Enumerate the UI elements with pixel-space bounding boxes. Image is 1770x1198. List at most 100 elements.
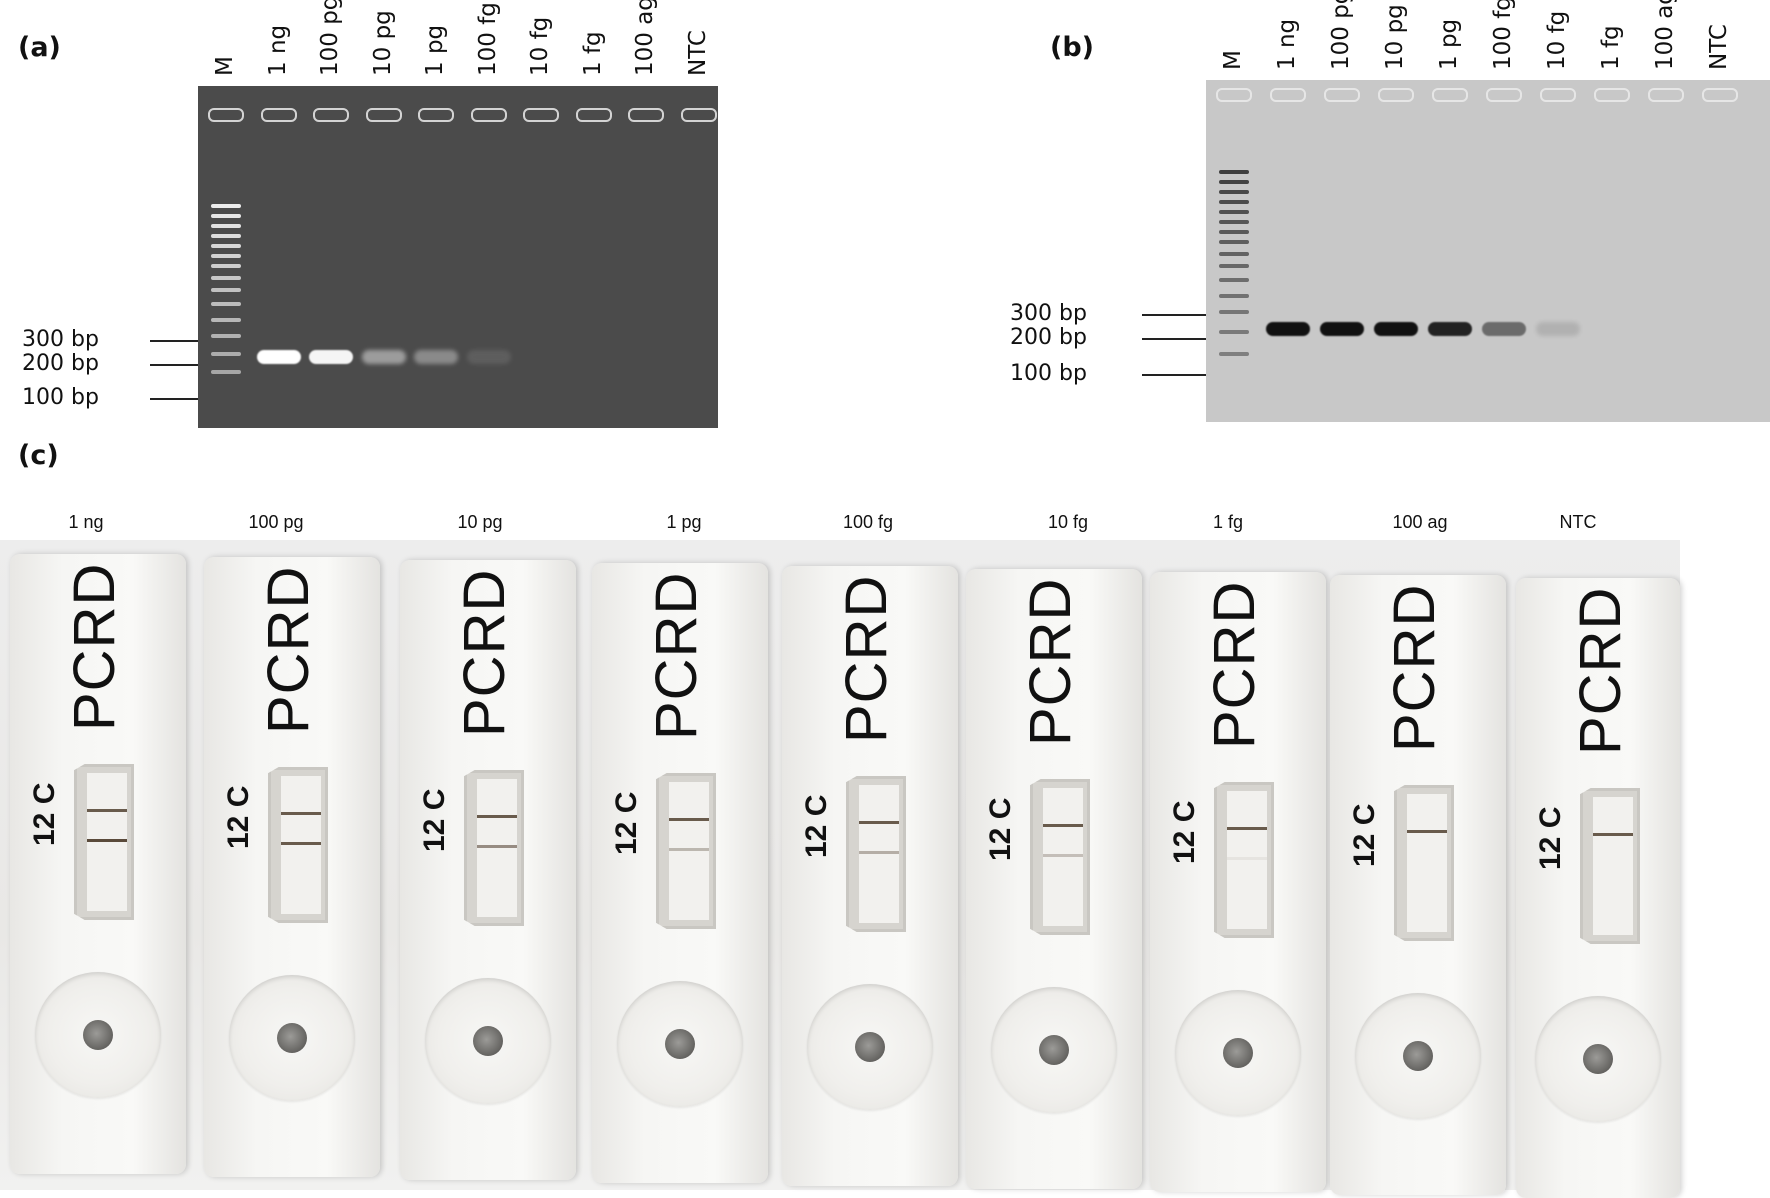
strip-test-line-4	[859, 851, 899, 854]
sample-band-2	[1320, 322, 1364, 336]
strip-brand-5: PCRD	[1018, 577, 1083, 746]
ladder-band-9	[211, 302, 241, 306]
ladder-band-10	[1219, 278, 1249, 282]
well-5	[1486, 88, 1522, 102]
strip-sample-hole-8	[1583, 1044, 1613, 1074]
well-9	[1702, 88, 1738, 102]
well-4	[418, 108, 454, 122]
strip-sample-hole-5	[1039, 1035, 1069, 1065]
strip-sample-well-3	[617, 981, 743, 1107]
strip-membrane-4	[859, 785, 899, 923]
size-marker-label-0: 300 bp	[1010, 301, 1087, 326]
strip-window-5	[1030, 779, 1090, 935]
strip-brand-3: PCRD	[644, 571, 709, 740]
size-marker-line-1	[150, 364, 232, 366]
sample-band-2	[309, 350, 353, 364]
well-7	[1594, 88, 1630, 102]
strip-label-4: 100 fg	[842, 512, 894, 532]
ladder-band-13	[211, 370, 241, 374]
strip-test-line-2	[477, 845, 517, 848]
strip-control-line-5	[1043, 824, 1083, 827]
strip-test-line-1	[281, 842, 321, 845]
strip-brand-1: PCRD	[256, 565, 321, 734]
strip-cassette-2: PCRD 12 C	[400, 560, 576, 1180]
ladder-band-1	[211, 214, 241, 218]
ladder-band-12	[211, 352, 241, 356]
strip-test-line-3	[669, 848, 709, 851]
strip-window-8	[1580, 788, 1640, 944]
ladder-band-0	[211, 204, 241, 208]
well-2	[313, 108, 349, 122]
strip-control-line-6	[1227, 827, 1267, 830]
lane-label-5: 100 fg	[1490, 0, 1516, 70]
ladder-band-0	[1219, 170, 1249, 174]
sample-band-5	[1482, 322, 1526, 336]
strip-sample-well-8	[1535, 996, 1661, 1122]
strip-sample-hole-1	[277, 1023, 307, 1053]
panel-a-letter: (a)	[18, 32, 61, 63]
strip-code-4: 12 C	[800, 794, 833, 858]
well-2	[1324, 88, 1360, 102]
well-1	[260, 108, 297, 122]
ladder-band-5	[1219, 220, 1249, 224]
strip-membrane-5	[1043, 788, 1083, 926]
strip-sample-well-5	[991, 987, 1117, 1113]
well-3	[1378, 88, 1414, 102]
strip-label-3: 1 pg	[666, 512, 702, 532]
strip-code-3: 12 C	[610, 791, 643, 855]
lane-label-0: M	[212, 56, 238, 76]
ladder-band-12	[1219, 310, 1249, 314]
ladder-band-4	[211, 244, 241, 248]
sample-band-4	[1428, 322, 1472, 336]
strip-membrane-1	[281, 776, 321, 914]
ladder-band-2	[1219, 190, 1249, 194]
strip-membrane-2	[477, 779, 517, 917]
strip-sample-well-4	[807, 984, 933, 1110]
lane-label-4: 1 pg	[422, 24, 448, 76]
lane-label-2: 100 pg	[317, 0, 343, 76]
strip-control-line-8	[1593, 833, 1633, 836]
strip-code-0: 12 C	[28, 782, 61, 846]
strip-label-6: 1 fg	[1212, 512, 1244, 532]
strip-brand-4: PCRD	[834, 574, 899, 743]
sample-band-3	[361, 350, 406, 364]
ladder-band-6	[211, 264, 241, 268]
well-9	[680, 108, 717, 122]
well-8	[628, 108, 664, 122]
lane-label-4: 1 pg	[1436, 18, 1462, 70]
strip-control-line-7	[1407, 830, 1447, 833]
strip-code-7: 12 C	[1348, 803, 1381, 867]
gel-b-image	[1206, 80, 1770, 422]
strip-label-2: 10 pg	[457, 512, 503, 532]
ladder-band-11	[211, 334, 241, 338]
strip-sample-well-7	[1355, 993, 1481, 1119]
ladder-band-2	[211, 224, 241, 228]
sample-band-6	[1536, 322, 1580, 336]
sample-band-1	[256, 350, 301, 364]
strip-label-8: NTC	[1559, 512, 1597, 532]
ladder-band-3	[211, 234, 241, 238]
lane-label-9: NTC	[1706, 24, 1732, 70]
strip-membrane-3	[669, 782, 709, 920]
size-marker-line-2	[150, 398, 232, 400]
ladder-band-11	[1219, 294, 1249, 298]
lane-label-7: 1 fg	[579, 31, 606, 76]
size-marker-label-2: 100 bp	[22, 385, 99, 410]
strip-cassette-6: PCRD 12 C	[1150, 572, 1326, 1192]
ladder-band-6	[1219, 230, 1249, 234]
lane-label-6: 10 fg	[527, 16, 553, 76]
strip-control-line-0	[87, 809, 127, 812]
well-3	[365, 108, 402, 122]
strip-code-2: 12 C	[418, 788, 451, 852]
size-marker-label-0: 300 bp	[22, 327, 99, 352]
ladder-band-4	[1219, 210, 1249, 214]
ladder-band-8	[211, 288, 241, 292]
panel-c-letter: (c)	[18, 440, 59, 471]
lane-label-7: 1 fg	[1598, 25, 1624, 70]
well-6	[1540, 88, 1576, 102]
strip-brand-6: PCRD	[1202, 580, 1267, 749]
panel-b-letter: (b)	[1050, 32, 1095, 63]
strip-brand-8: PCRD	[1568, 586, 1633, 755]
strip-window-1	[268, 767, 328, 923]
strip-brand-2: PCRD	[452, 568, 517, 737]
